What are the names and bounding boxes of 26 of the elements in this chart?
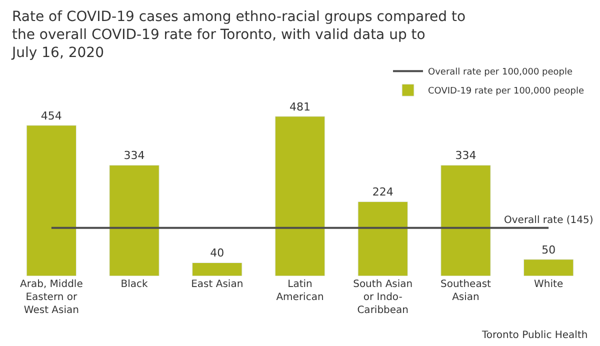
- legend-label: Overall rate per 100,000 people: [428, 68, 574, 78]
- x-tick-label: Southeast Asian: [440, 279, 492, 303]
- x-tick-label: Black: [120, 279, 148, 290]
- bar: [192, 262, 242, 276]
- bar: [440, 164, 491, 276]
- bar: [523, 259, 574, 276]
- chart-title: Rate of COVID-19 cases among ethno-racial groups compared to the overall COVID-19 rate for Toronto, with valid data up to July 16, 2020: [11, 8, 466, 62]
- data-label: 481: [290, 100, 310, 114]
- text: Toronto Public Health: [481, 330, 588, 341]
- data-label: 224: [372, 186, 394, 199]
- bar: [26, 125, 77, 276]
- x-tick-label: Arab, Middle Eastern or West Asian: [20, 279, 83, 316]
- x-tick-label: Latin American: [276, 279, 324, 303]
- legend-label: COVID-19 rate per 100,000 people: [428, 86, 585, 97]
- data-label: 454: [40, 109, 62, 122]
- x-tick-label: White: [534, 279, 564, 290]
- bar: [274, 116, 326, 276]
- x-tick-label: East Asian: [191, 279, 244, 290]
- data-label: 50: [542, 243, 556, 256]
- data-label: 334: [455, 149, 476, 162]
- bar: [358, 201, 408, 276]
- bar: [109, 164, 160, 276]
- x-tick-label: South Asian or Indo-Caribbean: [353, 279, 413, 316]
- data-label: 334: [124, 149, 145, 162]
- data-label: 40: [210, 246, 224, 260]
- annotation: Overall rate (145): [504, 215, 594, 226]
